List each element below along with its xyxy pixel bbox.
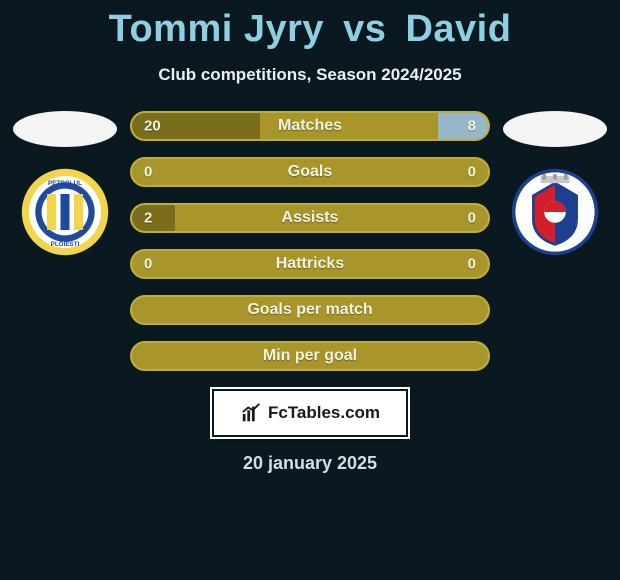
chart-icon [240,402,262,424]
stat-bars: Matches208Goals00Assists20Hattricks00Goa… [130,111,490,371]
player1-name: Tommi Jyry [109,8,324,50]
subtitle: Club competitions, Season 2024/2025 [0,65,620,85]
stat-row: Assists 2 0 [130,203,490,233]
stat-fill-right [438,113,488,139]
stat-right-value: 0 [468,164,476,181]
stat-left-value: 2 [144,210,152,227]
left-side: PETROLUL PLOIESTI [10,111,120,257]
botosani-badge-icon [510,167,600,257]
petrolul-badge-icon: PETROLUL PLOIESTI [20,167,110,257]
stat-right-value: 0 [468,256,476,273]
stat-label: Goals [288,163,332,181]
player2-name: David [405,8,511,50]
left-club-badge: PETROLUL PLOIESTI [20,167,110,257]
stat-label: Assists [282,209,339,227]
right-side [500,111,610,257]
stat-row: Goals 0 0 [130,157,490,187]
stat-row: Hattricks 0 0 [130,249,490,279]
stat-left-value: 20 [144,118,161,135]
stat-left-value: 0 [144,164,152,181]
right-club-badge [510,167,600,257]
page-title: Tommi Jyry vs David [0,0,620,51]
right-country-flag [503,111,607,147]
stat-right-value: 0 [468,210,476,227]
date-text: 20 january 2025 [0,453,620,474]
fctables-text: FcTables.com [268,403,380,423]
fctables-badge[interactable]: FcTables.com [212,389,408,437]
stat-row: Matches 20 8 [130,111,490,141]
svg-text:PETROLUL: PETROLUL [48,180,82,187]
vs-text: vs [343,8,386,50]
stat-left-value: 0 [144,256,152,273]
stat-label: Matches [278,117,342,135]
stat-label: Goals per match [247,301,372,319]
svg-text:PLOIESTI: PLOIESTI [51,241,80,248]
comparison-content: PETROLUL PLOIESTI Matches208Goals00Assis… [0,111,620,371]
stat-label: Min per goal [263,347,357,365]
stat-right-value: 8 [468,118,476,135]
stat-row: Goals per match [130,295,490,325]
stat-fill-left [132,205,175,231]
stat-row: Min per goal [130,341,490,371]
stat-label: Hattricks [276,255,344,273]
left-country-flag [13,111,117,147]
